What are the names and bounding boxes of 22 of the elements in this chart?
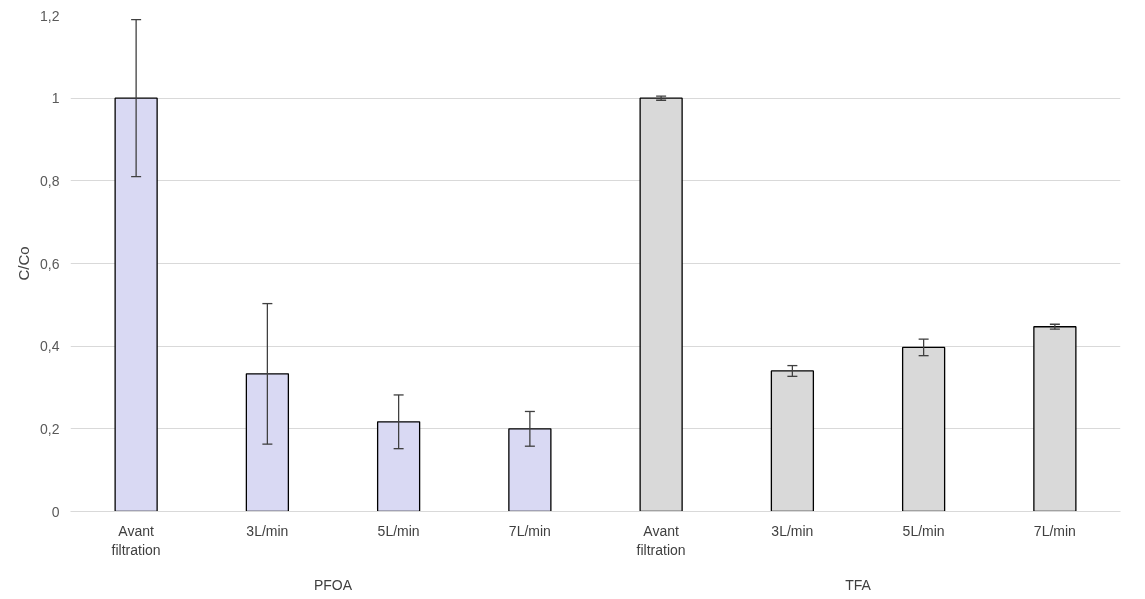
- bar: [508, 428, 552, 512]
- x-tick-label: Avant filtration: [111, 522, 161, 558]
- x-tick-label: 7L/min: [508, 522, 551, 539]
- bar: [114, 97, 158, 512]
- x-tick-label: 3L/min: [771, 522, 814, 539]
- x-tick-label: 3L/min: [246, 522, 289, 539]
- y-tick-label: 1,2: [40, 7, 60, 24]
- text: PFOA: [313, 576, 353, 593]
- y-axis-title: C/Co: [15, 246, 33, 281]
- y-tick-label: 1: [51, 90, 60, 107]
- y-tick-label: 0,4: [40, 338, 60, 355]
- y-tick-label: 0,2: [40, 420, 60, 437]
- x-tick-label: 5L/min: [377, 522, 420, 539]
- x-tick-label: Avant filtration: [636, 522, 686, 558]
- x-tick-label: 7L/min: [1033, 522, 1076, 539]
- text: TFA: [845, 576, 872, 593]
- y-tick-label: 0,8: [40, 172, 60, 189]
- bar: [245, 373, 290, 512]
- y-tick-label: 0,6: [40, 255, 60, 272]
- x-tick-label: 5L/min: [902, 522, 945, 539]
- y-tick-label: 0: [51, 503, 60, 520]
- bar: [376, 421, 421, 512]
